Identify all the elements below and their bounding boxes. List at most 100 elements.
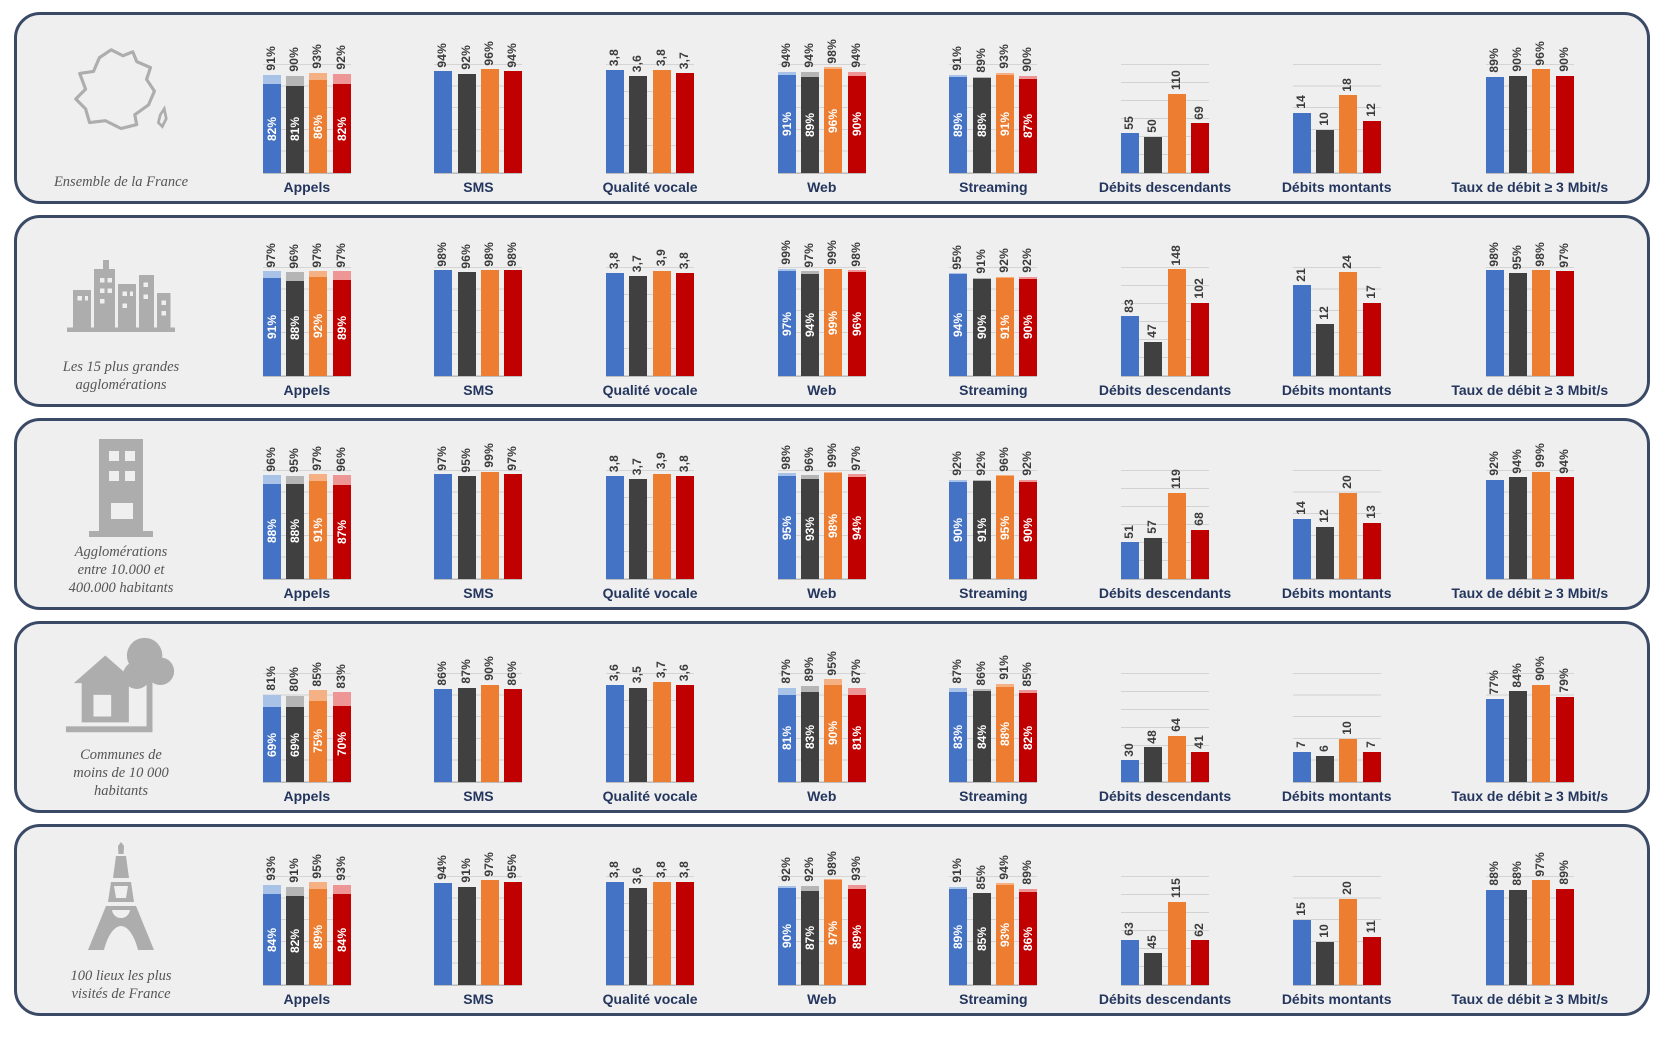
bar-value-label: 93% (848, 855, 863, 881)
bar-value-label: 30 (1122, 742, 1137, 757)
bar-segment (1509, 75, 1528, 173)
bar-base-segment (777, 74, 796, 173)
bar: 87% 90% (1019, 47, 1038, 173)
bar-base-segment (1019, 278, 1038, 376)
bar: 90% 94% (847, 43, 866, 173)
bar: 63 (1121, 877, 1140, 985)
bar-value-label: 20 (1340, 880, 1355, 895)
bar-segment (1362, 937, 1381, 985)
bar-value-label: 96% (287, 243, 302, 269)
bar-inner-value: 82% (264, 116, 279, 141)
chart-debits_mont: 15 10 20 11 Débits montants (1251, 831, 1423, 1007)
bar-value-label: 93% (263, 855, 278, 881)
bar: 90% 92% (949, 451, 968, 579)
bar-value-label: 91% (997, 655, 1012, 680)
bar-segment (1485, 479, 1504, 579)
bar-inner-value: 81% (849, 726, 864, 751)
bar-value-label: 99% (825, 443, 840, 469)
bar-value-label: 50 (1145, 119, 1160, 134)
bar-value-label: 13 (1363, 505, 1378, 519)
bar: 98% (1485, 242, 1504, 376)
bar: 98% (434, 242, 453, 376)
chart-debits_desc: 51 57 119 68 Débits descendants (1079, 425, 1251, 601)
bar-top-segment (1019, 888, 1038, 893)
plot-area: 15 10 20 11 (1292, 876, 1381, 986)
bar-inner-value: 89% (951, 924, 966, 949)
bar: 86% 89% (1019, 860, 1038, 985)
metric-label: Taux de débit ≥ 3 Mbit/s (1451, 382, 1609, 398)
bar: 77% (1485, 670, 1504, 782)
bar-top-segment (972, 76, 991, 78)
bar: 84% 86% (972, 661, 991, 782)
bar: 3,8 (676, 252, 695, 376)
metric-label: Taux de débit ≥ 3 Mbit/s (1451, 788, 1609, 804)
bar: 15 (1292, 877, 1311, 985)
bar-value-label: 55 (1122, 115, 1137, 130)
bar: 94% (504, 43, 523, 173)
bar: 84% 93% (332, 856, 351, 985)
bar-base-segment (949, 692, 968, 782)
bar-value-label: 63 (1122, 921, 1137, 936)
bar: 91% 94% (777, 43, 796, 173)
bar-base-segment (824, 880, 843, 985)
bar-base-segment (332, 706, 351, 782)
metric-label: Qualité vocale (602, 585, 698, 601)
bar-segment (1362, 522, 1381, 579)
bar-base-segment (309, 80, 328, 173)
bar: 3,5 (629, 666, 648, 782)
bar-value-label: 92% (997, 248, 1012, 273)
chart-debits_desc: 55 50 110 69 Débits descendants (1079, 19, 1251, 195)
bar-value-label: 89% (1020, 860, 1035, 885)
region-panel: Ensemble de la France 82% 91% 81% 90% 86% 93% 8… (14, 12, 1650, 204)
bar-value-label: 110 (1168, 69, 1183, 90)
bar-segment (504, 71, 523, 173)
bar-segment (1191, 123, 1209, 173)
bar-segment (1292, 518, 1311, 579)
bar-segment (652, 70, 671, 173)
chart-taux3: 89% 90% 96% 90% Taux de débit ≥ 3 Mbit/s (1422, 19, 1637, 195)
bar: 88% 89% (972, 48, 991, 173)
bar: 90% 92% (777, 857, 796, 985)
chart-taux3: 77% 84% 90% 79% Taux de débit ≥ 3 Mbit/s (1422, 628, 1637, 804)
bar-value-label: 90% (1533, 656, 1548, 681)
bar-segment (1532, 684, 1551, 782)
chart-web: 81% 87% 83% 89% 90% 95% 81% 87% Web (736, 628, 908, 804)
bar-segment (504, 474, 523, 579)
plot-area: 82% 91% 81% 90% 86% 93% 82% 92% (262, 44, 351, 174)
bar-value-label: 92% (333, 45, 348, 70)
bar-inner-value: 89% (803, 112, 818, 137)
bar: 14 (1292, 471, 1311, 579)
bar-base-segment (309, 888, 328, 985)
bar-value-label: 90% (482, 656, 497, 681)
bar: 94% 97% (801, 243, 820, 376)
bar-base-segment (824, 269, 843, 376)
bar-base-segment (949, 76, 968, 173)
plot-area: 55 50 110 69 (1121, 64, 1210, 174)
bar: 82% 92% (332, 45, 351, 173)
bar: 84% 93% (262, 856, 281, 985)
bar-value-label: 97% (848, 445, 863, 471)
metric-label: Appels (283, 179, 331, 195)
bar-inner-value: 97% (779, 311, 794, 336)
bar-inner-value: 91% (779, 111, 794, 136)
bar-value-label: 3,8 (607, 455, 622, 473)
bar-base-segment (847, 477, 866, 579)
bar-top-segment (332, 692, 351, 707)
bar-value-label: 14 (1293, 500, 1308, 515)
metric-label: Streaming (959, 585, 1028, 601)
bar-top-segment (847, 884, 866, 889)
bar-inner-value: 84% (264, 927, 279, 952)
metric-label: Streaming (959, 788, 1028, 804)
bar: 90% (1509, 47, 1528, 173)
bar-inner-value: 90% (849, 112, 864, 137)
bar: 18 (1339, 65, 1358, 173)
bar: 3,6 (676, 664, 695, 782)
bar: 12 (1315, 471, 1334, 579)
bar-inner-value: 90% (779, 924, 794, 949)
bar-segment (1339, 272, 1358, 376)
bar-value-label: 97% (1533, 851, 1548, 877)
bar-top-segment (262, 475, 281, 484)
bar-segment (1121, 542, 1140, 579)
bar-value-label: 91% (458, 858, 473, 883)
bar-value-label: 94% (1556, 448, 1571, 474)
